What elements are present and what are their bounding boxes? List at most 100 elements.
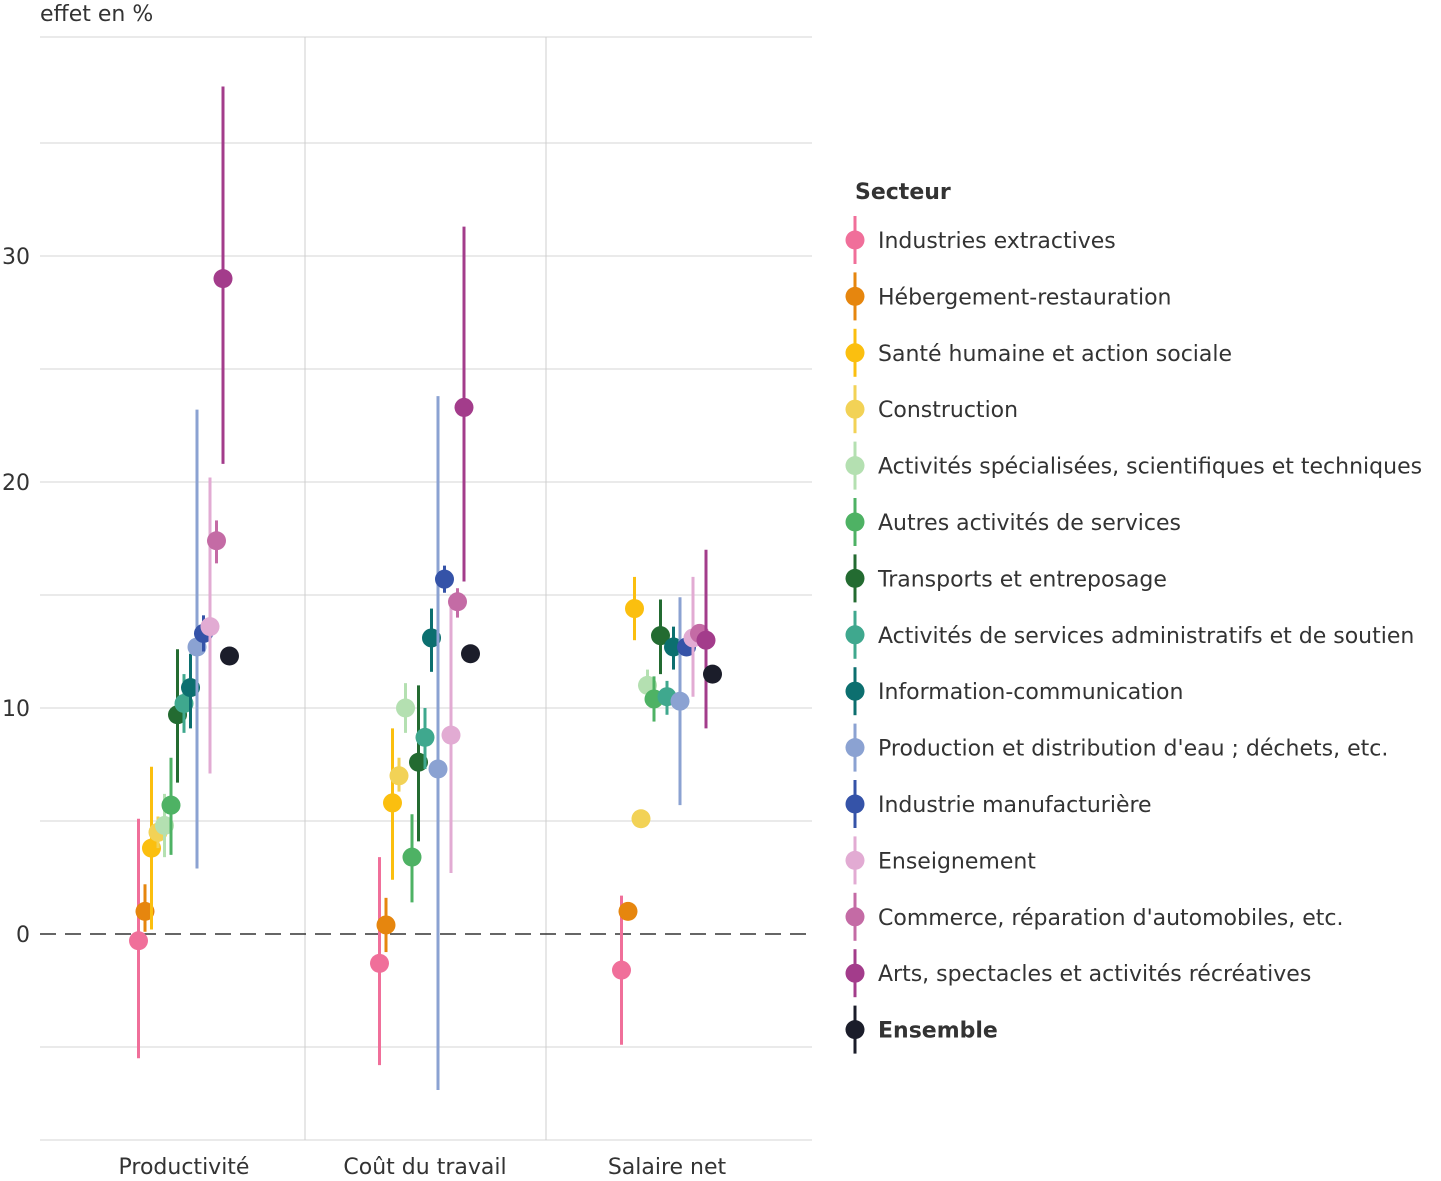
legend-items: Industries extractives Hébergement-restau… [845,216,1422,1054]
x-tick-label: Coût du travail [343,1155,506,1180]
legend-label: Activités de services administratifs et … [878,624,1414,649]
legend-key-point [845,568,865,588]
legend-item: Commerce, réparation d'automobiles, etc. [845,892,1343,941]
data-point [402,847,422,867]
data-point [135,901,155,921]
legend-item: Construction [845,385,1018,434]
data-point [389,766,409,786]
data-point [376,915,396,935]
panel-separators [304,37,547,1140]
series-group [155,669,657,858]
legend-item: Production et distribution d'eau ; déche… [845,723,1388,772]
series-group [187,396,690,1090]
legend-label: Construction [878,398,1018,423]
legend-key-point [845,456,865,476]
legend-key-point [845,625,865,645]
data-point [370,953,389,973]
series-group [200,477,703,873]
legend-key-point [845,963,865,983]
plot-marks [129,86,722,1090]
y-axis-ticks: 0 10 20 30 [2,245,30,948]
legend-key-point [845,794,865,814]
data-point [220,646,239,666]
legend-label: Ensemble [878,1019,998,1044]
legend-label: Industries extractives [878,229,1116,254]
data-point [129,931,148,951]
legend-title: Secteur [855,180,951,205]
data-point [415,727,435,747]
data-point [435,569,454,589]
legend-key-point [845,738,865,758]
x-axis-ticks: Productivité Coût du travail Salaire net [119,1155,727,1180]
data-point [670,691,690,711]
legend-item: Industrie manufacturière [845,780,1152,828]
legend-item: Information-communication [845,667,1183,716]
data-point [174,693,194,713]
data-point [631,809,651,829]
legend-label: Production et distribution d'eau ; déche… [878,737,1388,762]
y-tick-label: 30 [2,245,30,270]
data-point [409,752,428,772]
legend-item: Autres activités de services [845,498,1181,546]
series-group [207,520,709,645]
legend-item: Industries extractives [845,216,1116,264]
data-point [454,397,474,417]
data-point [696,630,716,650]
legend-label: Transports et entreposage [877,567,1167,592]
data-point [441,725,461,745]
series-group [220,644,722,684]
series-group [213,86,716,729]
legend-item: Activités de services administratifs et … [845,610,1414,659]
legend-label: Santé humaine et action sociale [878,342,1232,367]
data-point [181,678,200,698]
gridlines [40,36,812,1141]
legend-item: Hébergement-restauration [845,272,1172,321]
legend-item: Ensemble [845,1005,998,1054]
legend-label: Commerce, réparation d'automobiles, etc. [878,906,1343,931]
series-group [174,674,677,770]
data-point [422,628,441,648]
y-tick-label: 0 [16,923,30,948]
y-tick-label: 20 [2,471,30,496]
legend-key-point [845,907,865,927]
legend-label: Autres activités de services [878,511,1181,536]
series-group [181,608,683,729]
data-point [161,795,181,815]
data-point [461,644,480,664]
legend: Secteur Industries extractives Hébergemen… [845,180,1422,1054]
data-point [142,838,161,858]
legend-key-point [845,399,865,419]
data-point [664,637,683,657]
series-group [194,565,696,657]
series-group [129,818,631,1066]
data-point [428,759,448,779]
legend-key-point [845,286,865,306]
data-point [612,960,631,980]
data-point [213,269,233,289]
data-point [396,698,415,718]
legend-item: Transports et entreposage [845,554,1167,603]
legend-key-point [845,343,865,363]
legend-label: Arts, spectacles et activités récréative… [878,962,1311,987]
legend-label: Enseignement [878,849,1036,874]
data-point [618,901,638,921]
legend-item: Santé humaine et action sociale [845,328,1232,377]
series-group [161,676,664,903]
data-point [383,793,402,813]
y-axis-title: effet en % [40,2,153,27]
legend-key-point [845,512,865,532]
data-point [200,617,220,637]
legend-key-point [845,681,865,701]
y-tick-label: 10 [2,697,30,722]
legend-item: Enseignement [845,836,1036,885]
x-tick-label: Salaire net [608,1155,727,1180]
legend-label: Industrie manufacturière [878,793,1152,818]
data-point [448,592,467,612]
series-group [142,576,644,930]
data-point [625,599,644,619]
legend-item: Activités spécialisées, scientifiques et… [845,441,1422,490]
series-group [168,599,670,842]
x-tick-label: Productivité [119,1155,250,1180]
data-point [155,816,174,836]
